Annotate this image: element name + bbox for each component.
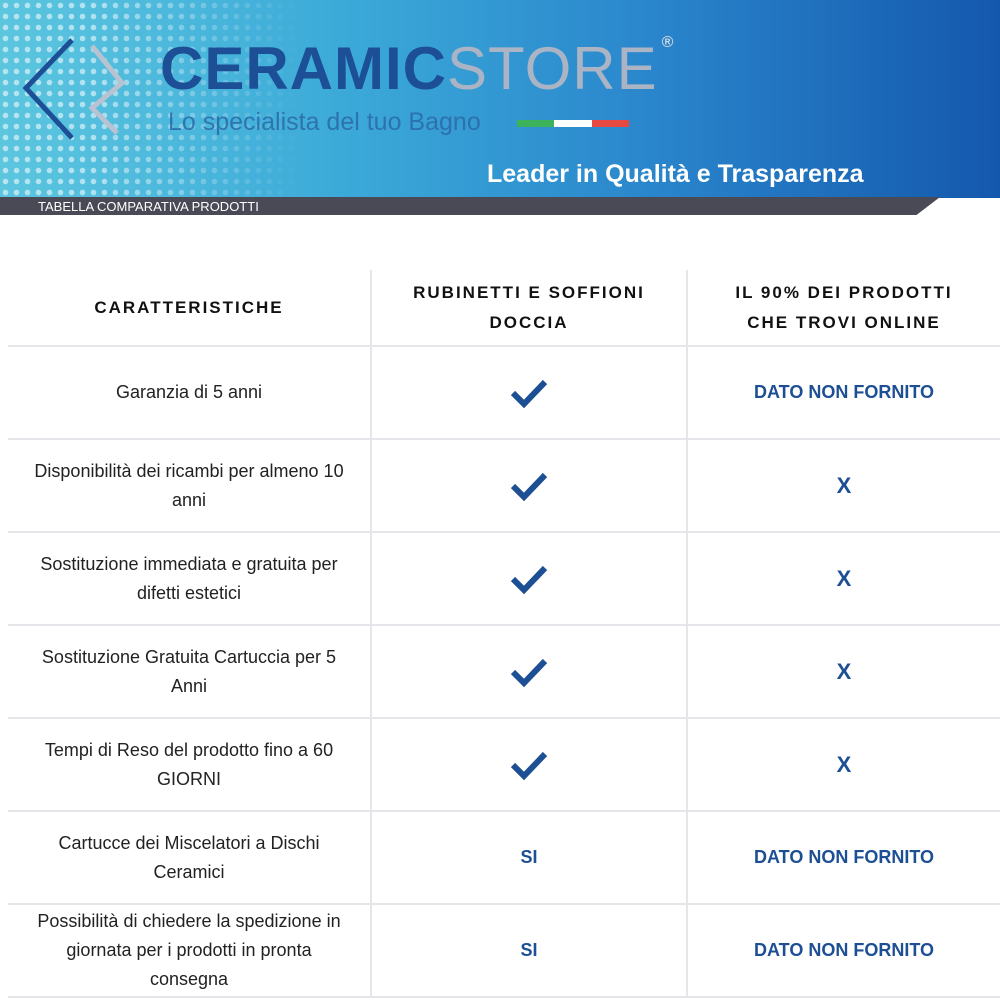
check-icon xyxy=(370,347,688,438)
feature-label: Garanzia di 5 anni xyxy=(115,382,263,402)
ceramicstore-logo-icon xyxy=(22,38,126,140)
column-header-features: CARATTERISTICHE xyxy=(94,297,284,317)
tagline: Lo specialista del tuo Bagno xyxy=(168,108,481,136)
table-row: Sostituzione immediata e gratuita per di… xyxy=(8,533,1000,626)
value-text: DATO NON FORNITO xyxy=(754,940,934,960)
value-text: DATO NON FORNITO xyxy=(754,382,934,402)
brand-logo: CERAMICSTORE ® xyxy=(160,34,675,102)
table-row: Tempi di Reso del prodotto fino a 60 GIO… xyxy=(8,719,1000,812)
feature-label: Tempi di Reso del prodotto fino a 60 GIO… xyxy=(44,739,334,789)
subtitle: TABELLA COMPARATIVA PRODOTTI xyxy=(38,199,259,214)
check-icon xyxy=(370,626,688,717)
ours-value: SI xyxy=(370,812,688,903)
table-header-row: CARATTERISTICHE RUBINETTI E SOFFIONI DOC… xyxy=(8,270,1000,347)
ours-value: SI xyxy=(370,905,688,996)
cross-icon: X xyxy=(836,472,852,498)
table-row: Disponibilità dei ricambi per almeno 10 … xyxy=(8,440,1000,533)
others-value: X xyxy=(688,719,1000,810)
table-row: Possibilità di chiedere la spedizione in… xyxy=(8,905,1000,998)
feature-label: Sostituzione immediata e gratuita per di… xyxy=(40,553,338,603)
cross-icon: X xyxy=(836,751,852,777)
check-icon xyxy=(370,440,688,531)
header-banner: CERAMICSTORE ® Lo specialista del tuo Bag… xyxy=(0,0,1000,198)
column-header-ours: RUBINETTI E SOFFIONI DOCCIA xyxy=(370,270,688,345)
table-row: Garanzia di 5 anni DATO NON FORNITO xyxy=(8,347,1000,440)
cross-icon: X xyxy=(836,658,852,684)
value-text: SI xyxy=(520,940,538,960)
column-header-others: IL 90% DEI PRODOTTI CHE TROVI ONLINE xyxy=(735,282,953,332)
others-value: DATO NON FORNITO xyxy=(688,347,1000,438)
others-value: X xyxy=(688,626,1000,717)
others-value: DATO NON FORNITO xyxy=(688,905,1000,996)
feature-label: Sostituzione Gratuita Cartuccia per 5 An… xyxy=(41,646,337,696)
comparison-table: CARATTERISTICHE RUBINETTI E SOFFIONI DOC… xyxy=(8,270,1000,998)
dot-pattern xyxy=(0,0,300,198)
check-icon xyxy=(370,533,688,624)
others-value: X xyxy=(688,533,1000,624)
table-row: Cartucce dei Miscelatori a Dischi Cerami… xyxy=(8,812,1000,905)
italian-flag xyxy=(517,120,629,127)
others-value: X xyxy=(688,440,1000,531)
subtitle-bar: TABELLA COMPARATIVA PRODOTTI xyxy=(0,197,940,215)
slogan: Leader in Qualità e Trasparenza xyxy=(487,160,864,188)
value-text: DATO NON FORNITO xyxy=(754,847,934,867)
feature-label: Cartucce dei Miscelatori a Dischi Cerami… xyxy=(58,832,320,882)
feature-label: Possibilità di chiedere la spedizione in… xyxy=(37,911,341,989)
feature-label: Disponibilità dei ricambi per almeno 10 … xyxy=(34,460,344,510)
table-row: Sostituzione Gratuita Cartuccia per 5 An… xyxy=(8,626,1000,719)
others-value: DATO NON FORNITO xyxy=(688,812,1000,903)
check-icon xyxy=(370,719,688,810)
cross-icon: X xyxy=(836,565,852,591)
value-text: SI xyxy=(520,847,538,867)
